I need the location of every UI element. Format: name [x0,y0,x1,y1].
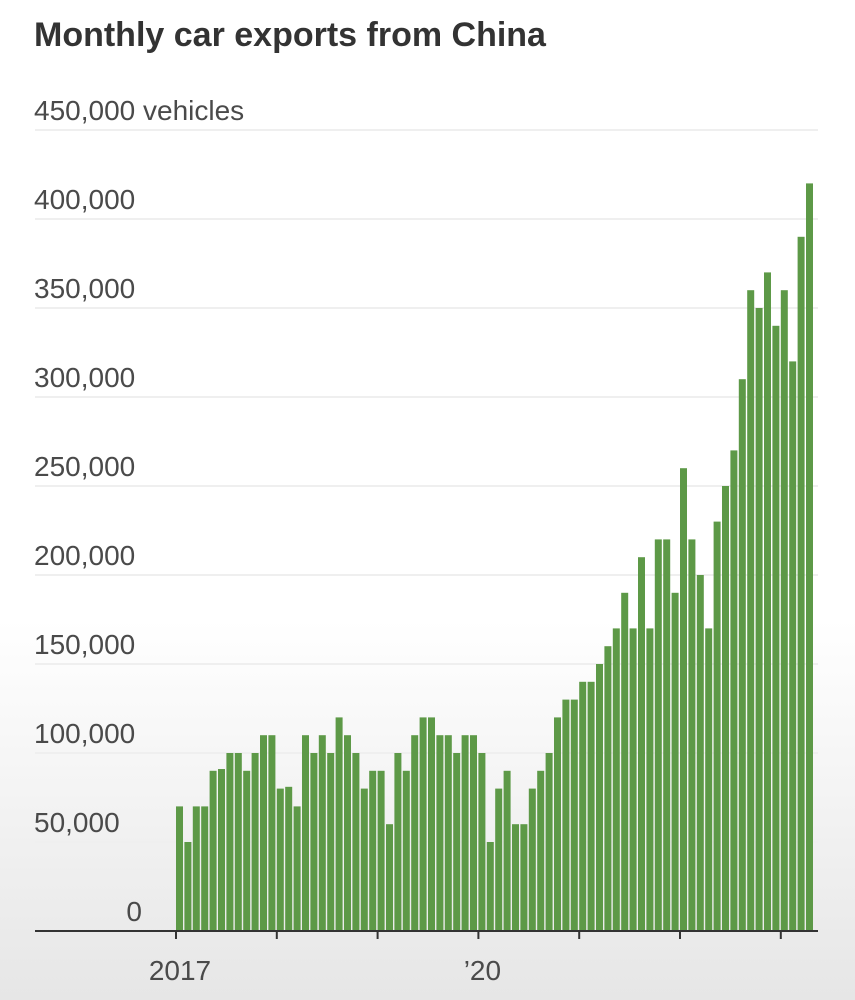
bar [680,468,687,931]
bar [780,290,788,931]
bar [352,753,360,931]
bar [243,770,251,931]
bar [478,753,486,931]
bar [495,788,503,931]
bar [806,183,813,931]
x-tick-label: ’20 [464,955,501,986]
bar [772,325,780,931]
bar [738,379,746,931]
bar [184,842,192,931]
y-tick-label: 250,000 [34,451,135,482]
bar [411,735,419,931]
y-tick-label: 100,000 [34,718,135,749]
bar [747,290,755,931]
bar [192,806,200,931]
bar [428,717,435,931]
bar [638,557,645,931]
bar [671,592,679,931]
bar [486,842,494,931]
bar [654,539,662,931]
x-axis: 2017 ’20 [35,930,818,986]
bar [520,824,528,931]
bar [503,770,511,931]
bar [621,592,629,931]
bar [218,769,225,931]
bar [696,575,704,931]
bar [335,717,343,931]
bar [234,753,242,931]
bar [596,664,603,931]
bar [579,681,587,931]
bar [285,786,293,931]
y-tick-label: 50,000 [34,807,120,838]
bar [369,770,377,931]
bar [436,735,444,931]
bar [402,770,410,931]
bar [251,753,259,931]
bar [612,628,620,931]
y-axis-ticks: 0 50,000 100,000 150,000 200,000 250,000 300,0… [34,184,142,927]
bar [268,735,276,931]
bar [470,735,477,931]
bar [764,272,771,931]
y-tick-label: 0 [126,896,142,927]
x-tick-label: 2017 [149,955,211,986]
bars [176,183,813,932]
bar [344,735,351,931]
bar [276,788,284,931]
y-tick-label: 200,000 [34,540,135,571]
bar [377,770,385,931]
bar [209,770,217,931]
bar [730,450,738,931]
bar [688,539,696,931]
bar [646,628,654,931]
bar [453,753,461,931]
bar [554,717,561,931]
chart-title: Monthly car exports from China [34,16,546,54]
bar [789,361,797,931]
y-axis-unit-label: 450,000 vehicles [34,95,244,126]
bar [545,753,553,931]
bar [226,753,234,931]
bar [604,646,612,931]
bar [293,806,301,931]
bar [201,806,209,931]
bar [587,681,595,931]
bar [562,699,570,931]
bar [722,486,729,931]
y-tick-label: 150,000 [34,629,135,660]
y-tick-label: 300,000 [34,362,135,393]
bar [528,788,536,931]
bar [755,308,763,931]
bar [302,735,309,931]
bar [327,753,335,931]
bar [461,735,469,931]
bar [310,753,318,931]
y-tick-label: 400,000 [34,184,135,215]
bar [176,806,183,931]
bar [705,628,713,931]
bar [512,824,519,931]
bar [713,521,721,931]
bar [537,770,545,931]
bar [444,735,452,931]
bar [360,788,368,931]
bar [629,628,637,931]
bar [318,735,326,931]
bar [570,699,578,931]
bar [663,539,671,931]
bar [394,753,402,931]
bar [260,735,267,931]
y-tick-label: 350,000 [34,273,135,304]
bar [797,236,805,932]
bar [386,824,393,931]
bar [419,717,427,931]
